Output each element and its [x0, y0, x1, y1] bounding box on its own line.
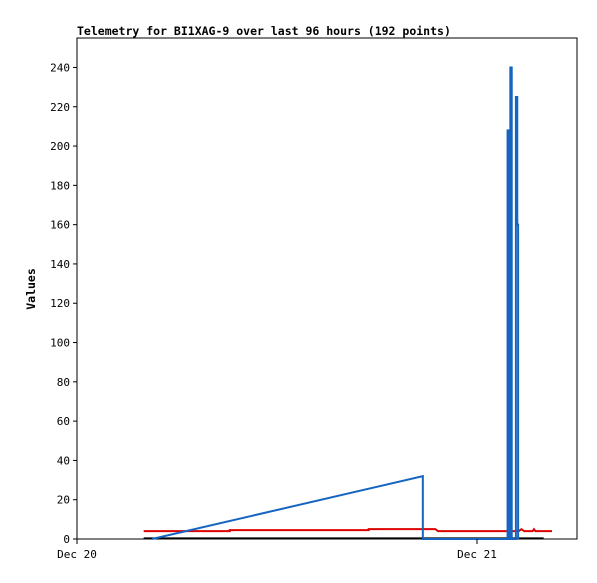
- y-tick-label: 220: [50, 101, 70, 114]
- axis-layer: 0 20 40 60 80 100 120 140 160 180 200 220 240 Dec 20 D…: [50, 61, 497, 561]
- y-tick-label: 240: [50, 61, 70, 74]
- series-line-3: [151, 66, 520, 540]
- y-tick-label: 20: [57, 494, 70, 507]
- y-tick-label: 140: [50, 258, 70, 271]
- y-tick-label: 0: [63, 533, 70, 546]
- x-tick-label: Dec 20: [57, 548, 97, 561]
- y-tick-label: 80: [57, 376, 70, 389]
- y-tick-label: 40: [57, 454, 70, 467]
- y-tick-label: 180: [50, 179, 70, 192]
- y-tick-label: 100: [50, 337, 70, 350]
- chart-title: Telemetry for BI1XAG-9 over last 96 hour…: [77, 24, 451, 38]
- series-layer: [143, 66, 552, 540]
- y-tick-label: 120: [50, 297, 70, 310]
- y-axis-label: Values: [24, 268, 38, 310]
- y-tick-label: 60: [57, 415, 70, 428]
- plot-frame-layer: [76, 37, 578, 540]
- x-tick-label: Dec 21: [457, 548, 497, 561]
- y-tick-label: 160: [50, 219, 70, 232]
- series-line-2: [143, 527, 552, 533]
- y-tick-label: 200: [50, 140, 70, 153]
- plot-frame: [76, 37, 578, 540]
